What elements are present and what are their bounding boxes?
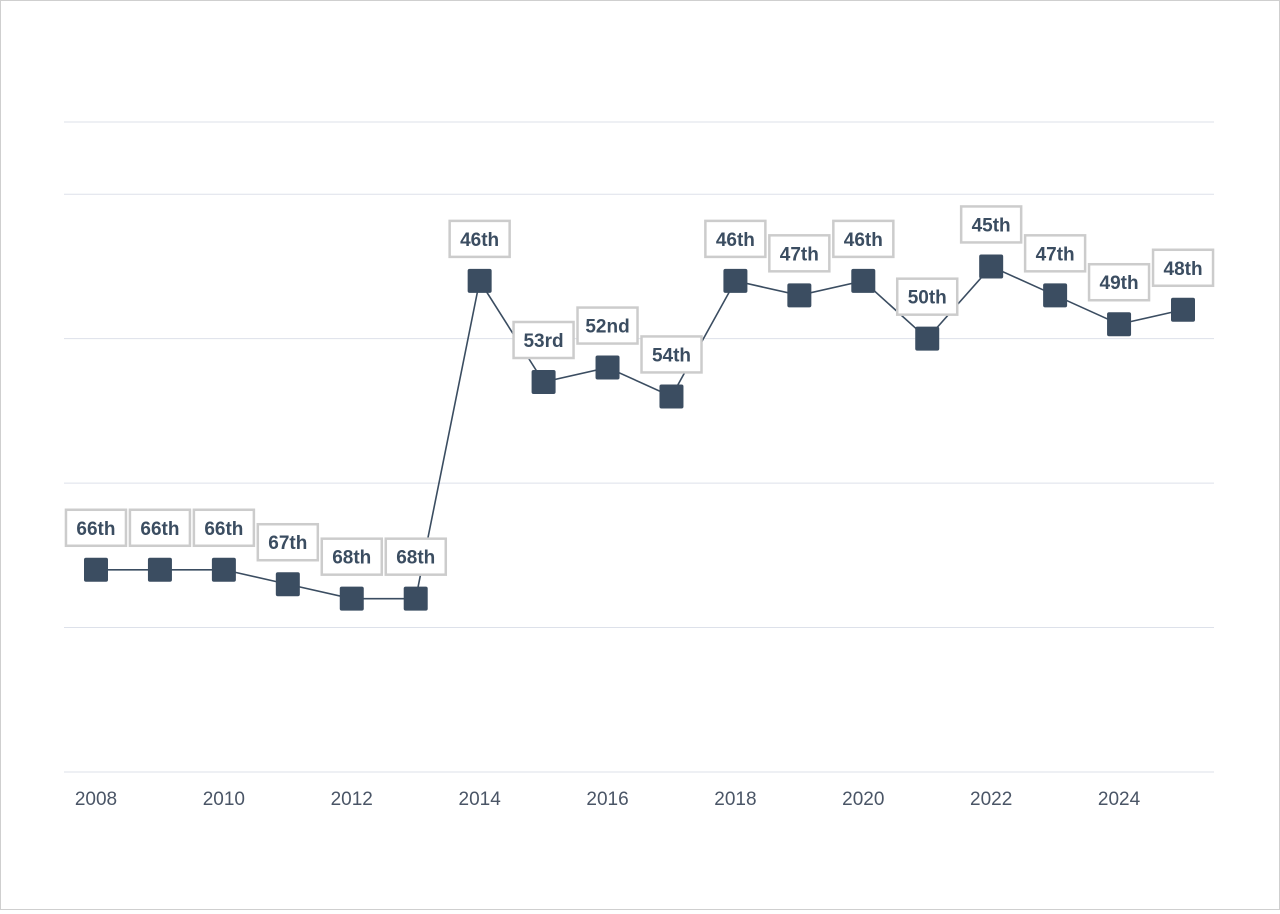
data-label-box bbox=[1087, 262, 1151, 302]
x-tick-label: 2024 bbox=[1098, 789, 1141, 810]
data-label: 66th bbox=[64, 508, 128, 548]
data-point-marker bbox=[1043, 283, 1068, 308]
data-label-box bbox=[384, 537, 448, 576]
data-label: 48th bbox=[1151, 248, 1215, 288]
data-label-text: 48th bbox=[1164, 259, 1203, 280]
data-label: 68th bbox=[320, 537, 384, 576]
x-tick-label: 2010 bbox=[203, 789, 245, 810]
data-point-marker bbox=[1107, 312, 1132, 337]
data-label-box bbox=[704, 219, 767, 259]
x-axis-ticks: 2008 2010 2012 2014 2016 2018 2020 2022 2024 bbox=[75, 789, 1141, 810]
data-label-text: 47th bbox=[1036, 244, 1075, 265]
data-label-text: 49th bbox=[1100, 273, 1139, 294]
data-point-marker bbox=[275, 572, 300, 597]
data-label-text: 46th bbox=[716, 230, 755, 251]
data-label-text: 52nd bbox=[585, 317, 629, 338]
data-point-marker bbox=[659, 384, 684, 409]
data-label-box bbox=[192, 508, 256, 548]
data-label-box bbox=[768, 234, 831, 273]
data-label-text: 50th bbox=[908, 288, 947, 309]
data-label-box bbox=[895, 277, 959, 316]
data-label-box bbox=[832, 219, 895, 259]
data-label: 46th bbox=[832, 219, 895, 259]
data-label-box bbox=[959, 205, 1023, 244]
data-point-marker bbox=[531, 370, 556, 394]
data-label: 52nd bbox=[576, 306, 639, 345]
data-label-text: 46th bbox=[844, 230, 883, 251]
data-label: 54th bbox=[640, 335, 703, 374]
data-point-marker bbox=[851, 268, 876, 293]
x-tick-label: 2012 bbox=[331, 789, 373, 810]
data-point-marker bbox=[147, 557, 172, 582]
data-label-box bbox=[1023, 234, 1087, 273]
data-label-box bbox=[64, 508, 128, 548]
x-tick-label: 2016 bbox=[586, 789, 628, 810]
data-label: 50th bbox=[895, 277, 959, 316]
data-label: 47th bbox=[768, 234, 831, 273]
gridlines bbox=[64, 121, 1214, 773]
data-label: 45th bbox=[959, 205, 1023, 244]
data-markers bbox=[84, 254, 1195, 611]
data-label-text: 53rd bbox=[523, 331, 563, 352]
data-point-marker bbox=[787, 283, 812, 308]
data-label-box bbox=[256, 522, 320, 562]
data-label-text: 47th bbox=[780, 244, 819, 265]
data-label-box bbox=[512, 320, 575, 360]
data-label-text: 54th bbox=[652, 345, 691, 366]
x-tick-label: 2014 bbox=[459, 789, 502, 810]
x-tick-label: 2018 bbox=[714, 789, 756, 810]
data-labels: 66th 66th 66th 67th 68th 68th 46th 53rd 52nd 54th… bbox=[64, 205, 1215, 576]
x-tick-label: 2022 bbox=[970, 789, 1012, 810]
data-point-marker bbox=[723, 268, 748, 293]
data-label-box bbox=[128, 508, 192, 548]
data-label: 68th bbox=[384, 537, 448, 576]
data-point-marker bbox=[403, 586, 428, 611]
data-label: 46th bbox=[704, 219, 767, 259]
x-tick-label: 2008 bbox=[75, 789, 117, 810]
data-point-marker bbox=[467, 268, 492, 293]
data-label-text: 46th bbox=[460, 230, 499, 251]
data-label-text: 45th bbox=[972, 215, 1011, 236]
data-point-marker bbox=[339, 586, 364, 611]
data-label: 46th bbox=[448, 219, 511, 259]
data-point-marker bbox=[84, 557, 108, 582]
data-label-text: 66th bbox=[204, 519, 243, 540]
data-label: 67th bbox=[256, 522, 320, 562]
data-label-text: 66th bbox=[140, 519, 179, 540]
data-label-text: 66th bbox=[76, 519, 115, 540]
data-label-box bbox=[448, 219, 511, 259]
data-label-box bbox=[320, 537, 384, 576]
data-label: 47th bbox=[1023, 234, 1087, 273]
data-label-box bbox=[640, 335, 703, 374]
data-label-box bbox=[576, 306, 639, 345]
data-label: 66th bbox=[192, 508, 256, 548]
data-point-marker bbox=[915, 326, 940, 351]
data-label-box bbox=[1151, 248, 1215, 288]
data-label-text: 68th bbox=[332, 548, 371, 569]
x-tick-label: 2020 bbox=[842, 789, 884, 810]
data-label-text: 68th bbox=[396, 548, 435, 569]
data-point-marker bbox=[211, 557, 236, 582]
data-point-marker bbox=[595, 355, 620, 380]
data-label: 49th bbox=[1087, 262, 1151, 302]
data-point-marker bbox=[1171, 297, 1195, 322]
data-label-text: 67th bbox=[268, 533, 307, 554]
data-label: 66th bbox=[128, 508, 192, 548]
data-point-marker bbox=[979, 254, 1004, 279]
data-label: 53rd bbox=[512, 320, 575, 360]
